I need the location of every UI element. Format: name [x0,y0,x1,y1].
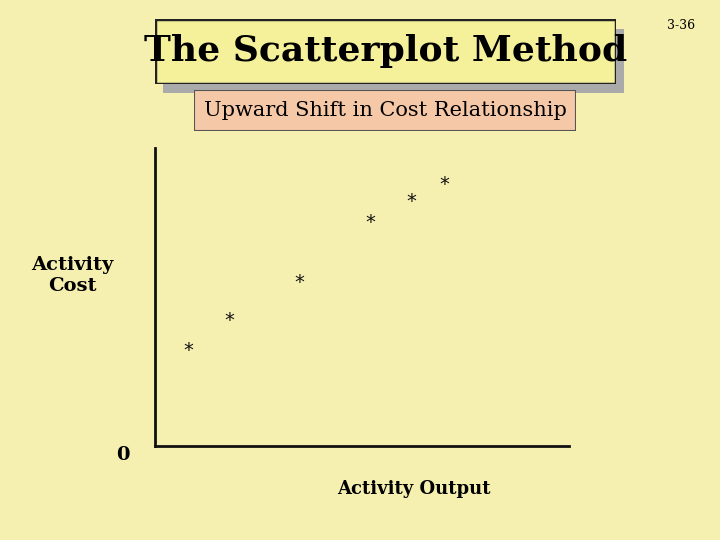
Text: 3-36: 3-36 [667,19,695,32]
Text: *: * [438,174,451,194]
FancyBboxPatch shape [194,90,576,131]
Text: Activity Output: Activity Output [337,480,491,498]
Text: The Scatterplot Method: The Scatterplot Method [143,35,627,68]
Text: 0: 0 [116,446,129,464]
Text: *: * [364,213,376,232]
Text: Cost: Cost [48,277,96,295]
FancyBboxPatch shape [163,29,624,93]
Text: Activity: Activity [31,255,113,274]
Text: *: * [182,341,194,360]
Text: Upward Shift in Cost Relationship: Upward Shift in Cost Relationship [204,101,567,120]
Text: *: * [405,192,418,212]
FancyBboxPatch shape [155,19,616,84]
Text: *: * [223,311,235,330]
Text: *: * [294,273,305,292]
